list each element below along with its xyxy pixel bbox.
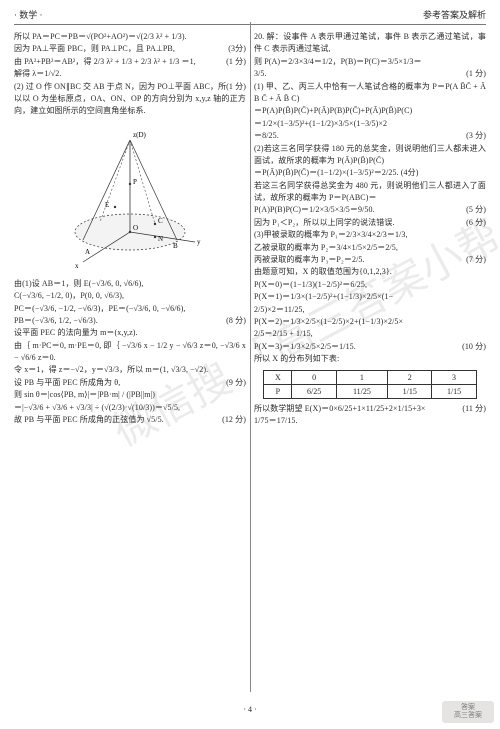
svg-text:E: E [105,201,109,209]
text-line: P(X＝0)＝(1−1/3)(1−2/5)²＝6/25, [254,279,486,291]
text-line: 1/75＝17/15. [254,415,486,427]
score: (8 分) [226,315,246,327]
cell: 1 [336,370,387,384]
text-line: 所以数学期望 E(X)＝0×6/25+1×11/25+2×1/15+3× [254,403,486,415]
cell: 0 [292,370,336,384]
svg-text:C: C [158,217,163,225]
cell: P [264,384,292,398]
score: (7 分) [466,254,486,266]
text-line: (2) 过 O 作 ON∥BC 交 AB 于点 N，因为 PO⊥平面 ABC，所… [14,81,246,118]
text-line: C(−√3/6, −1/2, 0)，P(0, 0, √6/3), [14,290,246,302]
score: (3分) [228,43,246,55]
text-line: (2)若这三名同学获得 180 元的总奖金，则说明他们三人都未进入面试，故所求的… [254,143,486,168]
text-line: 设平面 PEC 的法向量为 m＝(x,y,z). [14,327,246,339]
text-line: 由 PA²+PB²＝AB²，得 2/3 λ² + 1/3 + 2/3 λ² + … [14,56,246,68]
text-line: P(X＝2)＝1/3×2/5×(1−2/5)×2+(1−1/3)×2/5× [254,316,486,328]
text-line: 若这三名同学获得总奖金为 480 元，则说明他们三人都进入了面试，故所求的概率为… [254,180,486,205]
svg-text:y: y [197,238,201,246]
text-line: PC＝(−√3/6, −1/2, −√6/3)，PE＝(−√3/6, 0, −√… [14,303,246,315]
left-column: 所以 PA＝PC＝PB＝√(PO²+AO²)＝√(2/3 λ² + 1/3). … [14,31,246,703]
svg-text:B: B [173,242,178,250]
text-line: 解得 λ＝1/√2. [14,68,246,80]
score: (10 分) [462,341,486,353]
corner-badge: 答案 高三答案 [442,701,494,723]
header-left: · 数学 · [14,8,43,21]
text-line: (1) 甲、乙、丙三人中恰有一人笔试合格的概率为 P＝P(A B̄C̄ + Ā … [254,81,486,106]
score: (12 分) [222,414,246,426]
text-line: 2/5＝2/15 + 1/15, [254,328,486,340]
svg-text:O: O [133,224,138,232]
score: (1 分) [226,56,246,68]
svg-text:P: P [133,178,137,186]
text-line: P(A)P(B)P(C)＝1/2×3/5×3/5＝9/50. [254,205,375,214]
svg-text:z(D): z(D) [133,131,146,139]
score: (6 分) [466,217,486,229]
text-line: 20. 解：设事件 A 表示甲通过笔试，事件 B 表示乙通过笔试，事件 C 表示… [254,31,486,56]
text-line: ＝|−√3/6 + √3/6 + √3/3| ÷ (√(2/3)·√(10/3)… [14,402,246,414]
cell: 2 [388,370,432,384]
text-line: P(X＝3)＝1/3×2/5×2/5＝1/15. [254,342,356,351]
svg-text:A: A [85,248,90,256]
text-line: 因为 P₁＜P₂，所以以上同学的说法错误. [254,218,395,227]
svg-text:N: N [158,235,163,243]
cell: 1/15 [388,384,432,398]
text-line: 2/5)×2＝11/25, [254,304,486,316]
text-line: 由题意可知，X 的取值范围为{0,1,2,3}. [254,266,486,278]
text-line: 设 PB 与平面 PEC 所成角为 θ, [14,377,246,389]
text-line: 则 P(A)＝2/3×3/4＝1/2，P(B)＝P(C)＝3/5×1/3＝ [254,56,486,68]
text-line: ＝P(A)P(B̄)P(C̄)+P(Ā)P(B)P(C̄)+P(Ā)P(B̄)P… [254,105,486,117]
text-line: 3/5. [254,69,267,78]
text-line: 所以 PA＝PC＝PB＝√(PO²+AO²)＝√(2/3 λ² + 1/3). [14,31,246,43]
text-line: 由｛ m·PC＝0, m·PE＝0, 即｛ −√3/6 x − 1/2 y − … [14,340,246,365]
text-line: (3)甲被录取的概率为 P₁＝2/3×3/4×2/3＝1/3, [254,229,486,241]
cone-diagram: z(D) y x P E O C N A B [14,122,246,274]
column-divider [250,22,251,692]
cell: 6/25 [292,384,336,398]
score: (9 分) [226,377,246,389]
text-line: 故 PB 与平面 PEC 所成角的正弦值为 √5/5. [14,415,164,424]
cell: 11/25 [336,384,387,398]
score: (5 分) [466,204,486,216]
cell: X [264,370,292,384]
text-line: 由(1)设 AB＝1，则 E(−√3/6, 0, √6/6), [14,278,246,290]
text-line: 因为 PA⊥平面 PBC，则 PA⊥PC，且 PA⊥PB, [14,43,246,55]
text-line: 所以 X 的分布列如下表: [254,353,486,365]
svg-text:x: x [75,262,79,270]
text-line: 令 x＝1，得 z＝−√2，y＝√3/3，所以 m＝(1, √3/3, −√2)… [14,364,246,376]
corner-l2: 高三答案 [454,712,482,720]
cell: 3 [432,370,476,384]
text-line: 则 sin θ＝|cos⟨PB, m⟩|＝|PB·m| / (|PB||m|) [14,389,246,401]
score: (1 分) [226,81,246,93]
text-line: P(X＝1)＝1/3×(1−2/5)²+(1−1/3)×2/5×(1− [254,291,486,303]
text-line: ＝1/2×(1−3/5)²+(1−1/2)×3/5×(1−3/5)×2 [254,118,486,130]
score: (11 分) [462,403,486,415]
page-number: · 4 · [14,705,486,714]
text-line: 乙被录取的概率为 P₂＝3/4×1/5×2/5＝2/5, [254,242,486,254]
text-line: ＝P(Ā)P(B̄)P(C̄)＝(1−1/2)×(1−3/5)²＝2/25. (… [254,167,486,179]
cell: 1/15 [432,384,476,398]
text-line: ＝8/25. [254,131,279,140]
table-row: X 0 1 2 3 [264,370,476,384]
table-row: P 6/25 11/25 1/15 1/15 [264,384,476,398]
score: (1 分) [466,68,486,80]
distribution-table: X 0 1 2 3 P 6/25 11/25 1/15 1/15 [263,370,476,399]
right-column: 20. 解：设事件 A 表示甲通过笔试，事件 B 表示乙通过笔试，事件 C 表示… [254,31,486,703]
header-right: 参考答案及解析 [423,8,486,21]
text-line: 丙被录取的概率为 P₃＝P₂＝2/5. [254,255,365,264]
score: (3 分) [466,130,486,142]
text-line: PB＝(−√3/6, 1/2, −√6/3). [14,316,98,325]
